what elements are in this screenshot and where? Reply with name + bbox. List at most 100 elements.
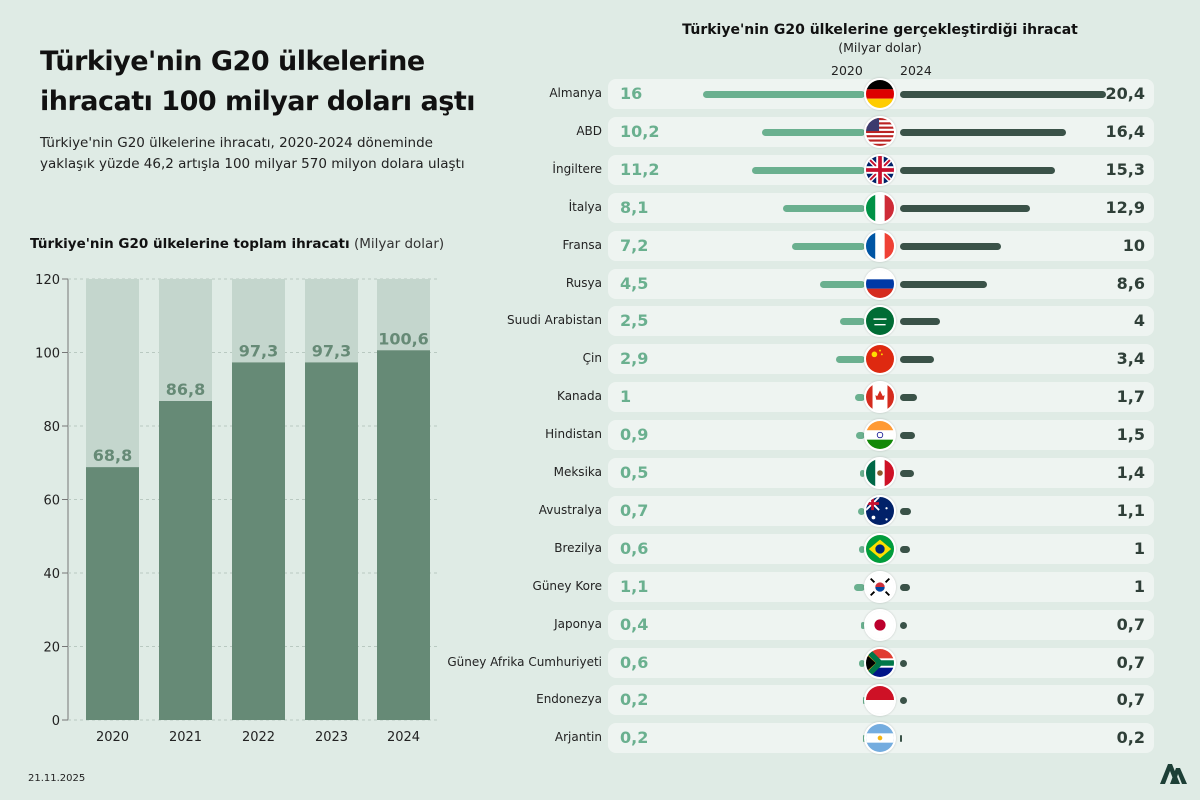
bar bbox=[86, 467, 139, 720]
country-name: ABD bbox=[576, 123, 602, 138]
value-2024: 3,4 bbox=[1116, 349, 1145, 369]
country-name: Suudi Arabistan bbox=[507, 313, 602, 328]
bar bbox=[159, 401, 212, 720]
flag-it-icon bbox=[864, 191, 896, 224]
x-tick-label: 2023 bbox=[315, 730, 348, 745]
flag-mx-icon bbox=[864, 457, 896, 489]
chart-unit: (Milyar dolar) bbox=[353, 236, 445, 252]
bar-2020 bbox=[862, 697, 865, 705]
y-tick-label: 100 bbox=[35, 347, 60, 362]
bar-2020 bbox=[858, 659, 865, 667]
bar-2024 bbox=[900, 166, 1055, 174]
bar-2024 bbox=[900, 242, 1001, 250]
flag-ru-icon bbox=[864, 267, 896, 300]
y-tick-label: 0 bbox=[52, 714, 60, 729]
country-name: İngiltere bbox=[552, 161, 602, 176]
x-tick-label: 2022 bbox=[242, 730, 275, 745]
flag-ar-icon bbox=[864, 722, 896, 755]
x-tick-label: 2021 bbox=[169, 730, 202, 745]
value-2024: 0,7 bbox=[1116, 690, 1145, 710]
bar-2020 bbox=[703, 91, 865, 98]
value-2020: 0,5 bbox=[620, 463, 649, 482]
flag-kr-icon bbox=[864, 570, 896, 603]
bar-2024 bbox=[900, 204, 1031, 212]
y-tick-label: 40 bbox=[43, 567, 60, 582]
bar-2020 bbox=[855, 432, 865, 440]
value-2020: 4,5 bbox=[620, 273, 649, 293]
value-2024: 12,9 bbox=[1105, 197, 1145, 217]
bar-2024 bbox=[900, 735, 903, 743]
country-name: Kanada bbox=[557, 389, 602, 404]
value-2024: 16,4 bbox=[1105, 121, 1145, 141]
flag-ca-icon bbox=[864, 381, 896, 414]
country-name: Brezilya bbox=[554, 540, 602, 555]
value-2020: 16 bbox=[620, 84, 643, 103]
value-2020: 0,2 bbox=[620, 728, 649, 748]
value-2024: 15,3 bbox=[1105, 159, 1145, 179]
aa-logo-icon bbox=[1160, 764, 1187, 784]
country-name: Hindistan bbox=[545, 427, 602, 442]
country-name: Rusya bbox=[565, 275, 602, 290]
value-2024: 1,5 bbox=[1116, 425, 1145, 445]
title-line: Türkiye'nin G20 ülkelerine bbox=[40, 46, 425, 77]
value-2024: 1,1 bbox=[1116, 500, 1145, 520]
bar-2020 bbox=[783, 204, 865, 212]
country-name: Endonezya bbox=[536, 692, 602, 707]
country-name: İtalya bbox=[568, 199, 602, 214]
subtitle-line: Türkiye'nin G20 ülkelerine ihracatı, 202… bbox=[40, 135, 433, 151]
bar-2024 bbox=[900, 470, 915, 477]
country-name: Japonya bbox=[554, 616, 602, 631]
bar-2024 bbox=[900, 280, 987, 288]
country-name: Çin bbox=[582, 351, 602, 366]
flag-br-icon bbox=[864, 532, 896, 565]
value-2020: 0,2 bbox=[620, 690, 649, 710]
bar-2020 bbox=[835, 356, 865, 364]
value-2020: 0,7 bbox=[620, 500, 649, 520]
title-line: ihracatı 100 milyar doları aştı bbox=[40, 86, 476, 117]
bar-2020 bbox=[858, 545, 865, 553]
value-2020: 1 bbox=[620, 387, 632, 407]
country-name: Güney Kore bbox=[532, 578, 602, 593]
value-2020: 0,9 bbox=[620, 425, 649, 445]
flag-sa-icon bbox=[864, 305, 896, 338]
country-name: Güney Afrika Cumhuriyeti bbox=[447, 654, 602, 669]
value-2020: 0,6 bbox=[620, 652, 649, 672]
bar-2024 bbox=[900, 432, 916, 440]
flag-au-icon bbox=[864, 494, 896, 527]
bar-value-label: 86,8 bbox=[166, 380, 205, 399]
bar-2024 bbox=[900, 91, 1107, 98]
bar-2020 bbox=[859, 470, 865, 477]
country-name: Arjantin bbox=[554, 730, 602, 745]
bar-value-label: 97,3 bbox=[239, 341, 278, 360]
y-tick-label: 20 bbox=[43, 641, 60, 656]
value-2024: 0,2 bbox=[1116, 728, 1145, 748]
value-2024: 0,7 bbox=[1116, 614, 1145, 634]
value-2020: 8,1 bbox=[620, 197, 649, 217]
subtitle-line: yaklaşık yüzde 46,2 artışla 100 milyar 5… bbox=[40, 156, 465, 172]
bar-2024 bbox=[900, 659, 908, 667]
bar-2024 bbox=[900, 583, 911, 591]
y-tick-label: 60 bbox=[43, 494, 60, 509]
country-name: Avustralya bbox=[538, 502, 602, 517]
bar-2024 bbox=[900, 128, 1066, 136]
value-2024: 8,6 bbox=[1116, 273, 1145, 293]
chart-title: Türkiye'nin G20 ülkelerine toplam ihraca… bbox=[30, 236, 350, 252]
country-name: Almanya bbox=[549, 86, 602, 100]
country-chart-unit: (Milyar dolar) bbox=[838, 40, 922, 55]
bar-2024 bbox=[900, 507, 912, 515]
bar-2020 bbox=[792, 242, 865, 250]
y-tick-label: 120 bbox=[35, 273, 60, 288]
flag-in-icon bbox=[864, 419, 896, 452]
x-tick-label: 2020 bbox=[96, 730, 129, 745]
flag-fr-icon bbox=[864, 229, 896, 262]
flag-us-icon bbox=[864, 115, 896, 148]
value-2020: 2,5 bbox=[620, 311, 649, 331]
legend-2020: 2020 bbox=[831, 63, 863, 78]
page-title: Türkiye'nin G20 ülkelerine ihracatı 100 … bbox=[40, 42, 476, 122]
flag-jp-icon bbox=[864, 608, 896, 641]
bar-value-label: 68,8 bbox=[93, 446, 132, 465]
flag-cn-icon bbox=[864, 343, 896, 376]
y-tick-label: 80 bbox=[43, 420, 60, 435]
value-2024: 1,4 bbox=[1116, 463, 1145, 482]
